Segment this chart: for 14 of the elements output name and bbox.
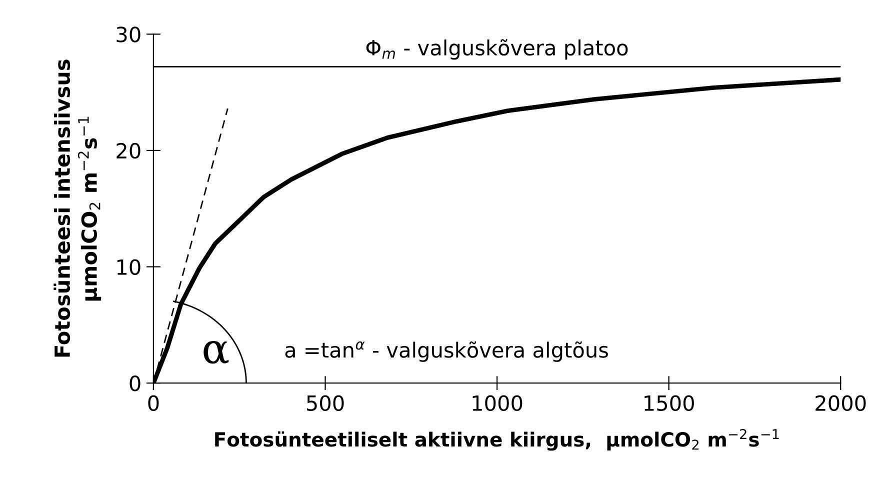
y-tick-label: 30	[116, 26, 140, 42]
y-tick-label: 10	[117, 259, 140, 275]
x-axis-title: Fotosünteetiliselt aktiivne kiirgus, µmolCO$_{2}$ m$^{−2}$s$^{−1}$	[215, 428, 779, 451]
x-tick-label: 2000	[816, 395, 866, 412]
annotation: a =tan$^{α}$ - valguskõvera algtõus	[285, 341, 608, 362]
x-tick-label: 0	[148, 395, 159, 412]
x-tick-label: 1500	[644, 395, 694, 412]
annotation: α	[204, 340, 229, 364]
y-axis-title: Fotosünteesi intensiivsus µmolCO$_{2}$ m$^{−2}$s$^{−1}$	[54, 60, 102, 357]
y-tick-label: 20	[116, 142, 140, 159]
y-tick-label: 0	[130, 376, 140, 392]
ref-line-label: Φ$_{m}$ - valguskõvera platoo	[366, 39, 628, 60]
x-tick-label: 1000	[472, 395, 522, 412]
x-tick-label: 500	[306, 395, 344, 412]
